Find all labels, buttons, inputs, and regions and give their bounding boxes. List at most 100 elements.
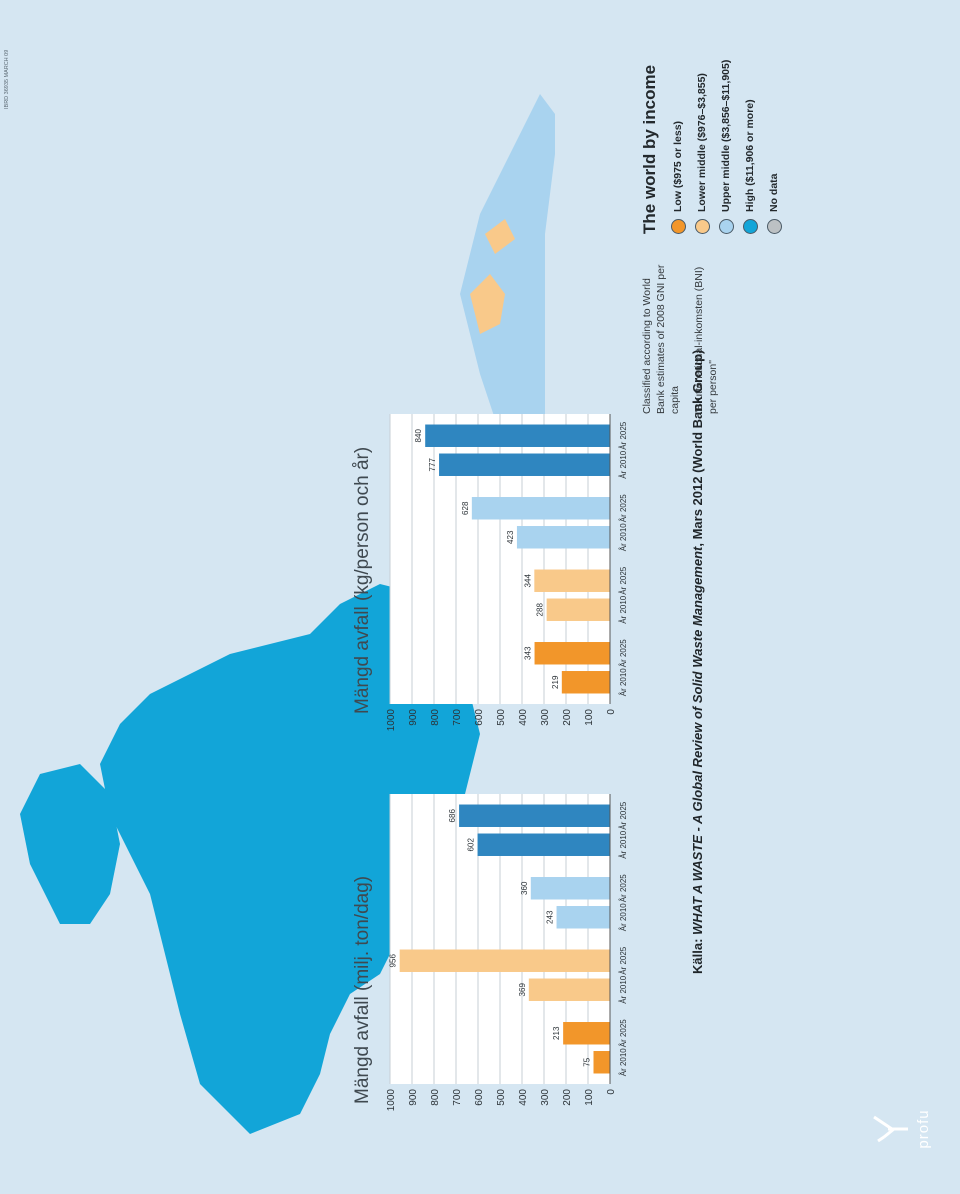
chart1-category-label: År 2025 <box>619 1019 628 1048</box>
chart1-tick-label: 800 <box>430 1089 441 1106</box>
chart1-category-label: År 2025 <box>619 946 628 975</box>
chart2-tick-label: 100 <box>584 709 595 726</box>
chart1-tick-label: 700 <box>452 1089 463 1106</box>
chart1-bar <box>528 978 611 1001</box>
chart1-bar <box>530 877 610 900</box>
chart2-title: Mängd avfall (kg/person och år) <box>352 446 373 714</box>
legend-label: Upper middle ($3,856–$11,905) <box>720 59 732 212</box>
chart1-tick-label: 0 <box>606 1089 617 1095</box>
legend-item: No data <box>762 14 786 234</box>
chart1: 0 100 200 300 400 500 600 700 800 900 1000 75 År 201… <box>386 794 628 1112</box>
chart2-value-label: 423 <box>506 530 515 544</box>
chart2-category-label: År 2010 <box>619 450 628 479</box>
legend-item: Lower middle ($976–$3,855) <box>690 14 714 234</box>
legend-swatch-icon <box>766 219 782 234</box>
chart1-bar <box>593 1051 610 1074</box>
chart2-value-label: 288 <box>536 603 545 617</box>
chart2-bar <box>534 642 610 665</box>
legend-note-block: Classified according to World Bank estim… <box>640 264 720 414</box>
chart2-bar <box>425 424 611 447</box>
chart1-bar <box>477 833 610 856</box>
chart1-tick-label: 200 <box>562 1089 573 1106</box>
legend-item: High ($11,906 or more) <box>738 14 762 234</box>
chart1-title: Mängd avfall (milj. ton/dag) <box>352 875 373 1104</box>
chart2-bar <box>439 453 611 476</box>
source-title: WHAT A WASTE - A Global Review of Solid … <box>690 546 705 935</box>
chart1-category-label: År 2010 <box>619 830 628 859</box>
source-line: Källa: WHAT A WASTE - A Global Review of… <box>690 350 705 974</box>
chart1-value-label: 686 <box>448 809 457 823</box>
chart2: 0 100 200 300 400 500 600 700 800 900 1000 219 År 20… <box>386 414 628 732</box>
chart1-tick-label: 900 <box>408 1089 419 1106</box>
chart1-value-label: 75 <box>583 1057 592 1066</box>
chart2-tick-label: 700 <box>452 709 463 726</box>
chart1-value-label: 243 <box>546 910 555 924</box>
south-america <box>460 94 555 494</box>
chart1-category-label: År 2010 <box>619 903 628 932</box>
chart2-tick-label: 500 <box>496 709 507 726</box>
legend-item: Upper middle ($3,856–$11,905) <box>714 14 738 234</box>
chart2-value-label: 219 <box>551 675 560 689</box>
chart2-value-label: 840 <box>414 429 423 443</box>
bolivia <box>470 274 505 334</box>
legend-label: Lower middle ($976–$3,855) <box>696 73 708 212</box>
legend-title: The world by income <box>640 64 659 234</box>
chart1-tick-label: 500 <box>496 1089 507 1106</box>
legend-label: Low ($975 or less) <box>672 120 684 212</box>
chart2-tick-label: 400 <box>518 709 529 726</box>
chart2-tick-label: 200 <box>562 709 573 726</box>
chart2-bar <box>516 526 610 549</box>
chart2-tick-label: 1000 <box>386 709 397 732</box>
chart1-category-label: År 2025 <box>619 801 628 830</box>
brand-logo: profu <box>870 1094 932 1164</box>
chart1-tick-label: 600 <box>474 1089 485 1106</box>
paraguay <box>485 219 515 254</box>
map-code: IBRD 36935 MARCH 09 <box>4 49 10 109</box>
source-prefix: Källa: <box>690 934 705 974</box>
chart1-value-label: 360 <box>520 881 529 895</box>
chart1-bar <box>556 906 610 929</box>
chart1-category-label: År 2010 <box>619 975 628 1004</box>
north-america <box>100 584 480 1134</box>
tree-logo-icon <box>873 1115 908 1143</box>
chart1-tick-label: 1000 <box>386 1089 397 1112</box>
source-suffix: , Mars 2012 (World Bank Group) <box>690 349 705 547</box>
chart1-value-label: 213 <box>552 1026 561 1040</box>
legend-note-en: Classified according to World Bank estim… <box>641 264 681 414</box>
chart2-category-label: År 2010 <box>619 668 628 697</box>
chart2-bar <box>546 598 610 621</box>
chart1-bar <box>459 804 610 827</box>
legend-items: Low ($975 or less) Lower middle ($976–$3,… <box>666 14 786 234</box>
chart2-value-label: 628 <box>461 501 470 515</box>
legend-label: No data <box>768 173 780 212</box>
chart2-tick-label: 300 <box>540 709 551 726</box>
chart2-category-label: År 2010 <box>619 595 628 624</box>
legend-swatch-icon <box>670 219 686 234</box>
chart2-tick-label: 600 <box>474 709 485 726</box>
chart2-bar <box>471 497 610 520</box>
legend-item: Low ($975 or less) <box>666 14 690 234</box>
legend-label: High ($11,906 or more) <box>744 99 756 212</box>
chart2-value-label: 344 <box>523 574 532 588</box>
chart1-category-label: År 2025 <box>619 874 628 903</box>
chart2-tick-label: 800 <box>430 709 441 726</box>
chart1-value-label: 369 <box>518 983 527 997</box>
legend: The world by income Low ($975 or less) Lo… <box>640 14 786 234</box>
chart2-category-label: År 2025 <box>619 421 628 450</box>
chart2-category-label: År 2010 <box>619 523 628 552</box>
legend-swatch-icon <box>694 219 710 234</box>
chart2-tick-label: 900 <box>408 709 419 726</box>
chart2-bar <box>534 569 611 592</box>
chart1-value-label: 956 <box>389 954 398 968</box>
legend-swatch-icon <box>742 219 758 234</box>
chart2-category-label: År 2025 <box>619 566 628 595</box>
chart2-category-label: År 2025 <box>619 639 628 668</box>
chart1-tick-label: 300 <box>540 1089 551 1106</box>
chart2-bar <box>561 671 611 694</box>
legend-swatch-icon <box>718 219 734 234</box>
chart2-value-label: 777 <box>428 458 437 472</box>
chart2-tick-label: 0 <box>606 709 617 715</box>
chart1-value-label: 602 <box>467 838 476 852</box>
